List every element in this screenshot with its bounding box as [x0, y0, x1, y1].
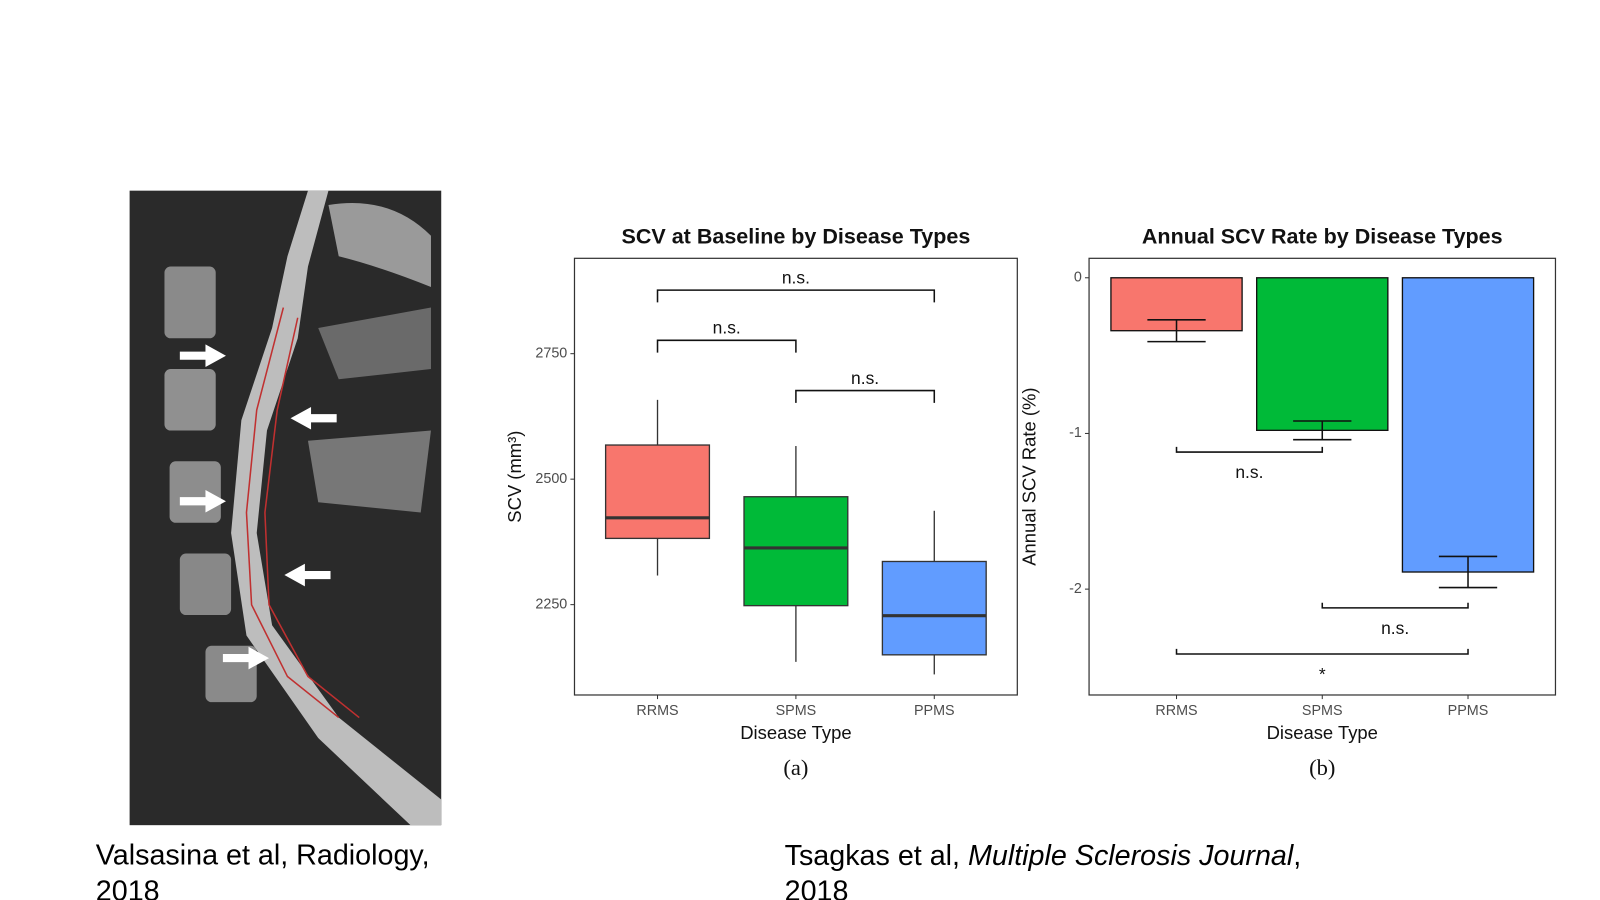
mri-image — [129, 190, 442, 826]
box — [881, 560, 987, 656]
caption-part: Tsagkas et al, — [785, 840, 968, 872]
error-bar — [1438, 555, 1498, 589]
x-tick-label: SPMS — [776, 703, 817, 719]
error-bar — [1293, 420, 1352, 441]
error-bar — [1147, 319, 1206, 343]
panel-label: (a) — [783, 755, 808, 780]
x-axis-title: Disease Type — [740, 722, 851, 743]
caption-part: , — [1293, 840, 1301, 872]
x-axis-title: Disease Type — [1267, 722, 1378, 743]
y-tick-label: 0 — [1074, 270, 1082, 286]
y-tick-label: 2500 — [535, 471, 567, 487]
significance-bracket — [656, 289, 936, 303]
x-tick-label: SPMS — [1302, 703, 1343, 719]
caption-line: 2018 — [785, 875, 849, 900]
chart-title: SCV at Baseline by Disease Types — [621, 225, 970, 249]
box — [743, 496, 849, 607]
significance-bracket — [656, 339, 797, 353]
significance-bracket — [1321, 602, 1469, 609]
panel-label: (b) — [1309, 755, 1335, 780]
significance-label: n.s. — [713, 318, 741, 338]
significance-label: * — [1319, 664, 1326, 684]
caption-line: 2018 — [96, 875, 160, 900]
significance-bracket — [795, 389, 936, 403]
significance-label: n.s. — [851, 368, 879, 388]
x-tick-label: RRMS — [636, 703, 678, 719]
bar — [1256, 277, 1389, 432]
significance-label: n.s. — [782, 267, 810, 287]
y-tick-label: -2 — [1069, 581, 1082, 597]
caption-line: Valsasina et al, Radiology, — [96, 840, 430, 872]
y-axis-title: SCV (mm³) — [504, 431, 525, 523]
x-tick-label: PPMS — [1448, 703, 1489, 719]
significance-bracket — [1175, 648, 1469, 655]
y-tick-label: -1 — [1069, 425, 1082, 441]
chart-title: Annual SCV Rate by Disease Types — [1142, 225, 1503, 249]
y-axis-title: Annual SCV Rate (%) — [1019, 387, 1040, 565]
box — [604, 444, 711, 540]
significance-label: n.s. — [1381, 618, 1409, 638]
caption-line: Tsagkas et al, Multiple Sclerosis Journa… — [785, 840, 1302, 872]
y-tick-label: 2750 — [535, 345, 567, 361]
bar — [1401, 277, 1535, 573]
significance-bracket — [1175, 446, 1324, 453]
caption-journal: Multiple Sclerosis Journal — [968, 840, 1295, 872]
x-tick-label: RRMS — [1155, 703, 1197, 719]
x-tick-label: PPMS — [914, 703, 955, 719]
y-tick-label: 2250 — [535, 596, 567, 612]
significance-label: n.s. — [1235, 462, 1263, 482]
